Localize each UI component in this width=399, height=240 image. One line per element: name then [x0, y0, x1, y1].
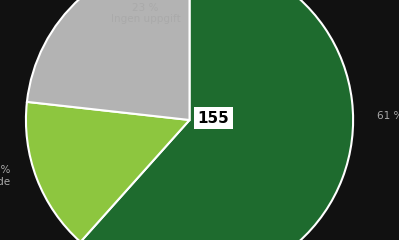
Text: 15 %
Utomstående: 15 % Utomstående [0, 165, 10, 187]
Text: 155: 155 [198, 110, 229, 126]
Wedge shape [27, 0, 190, 120]
Wedge shape [26, 102, 190, 240]
Wedge shape [81, 0, 353, 240]
Text: 23 %
Ingen uppgift: 23 % Ingen uppgift [111, 3, 180, 24]
Text: 61 % Boende: 61 % Boende [377, 111, 399, 121]
